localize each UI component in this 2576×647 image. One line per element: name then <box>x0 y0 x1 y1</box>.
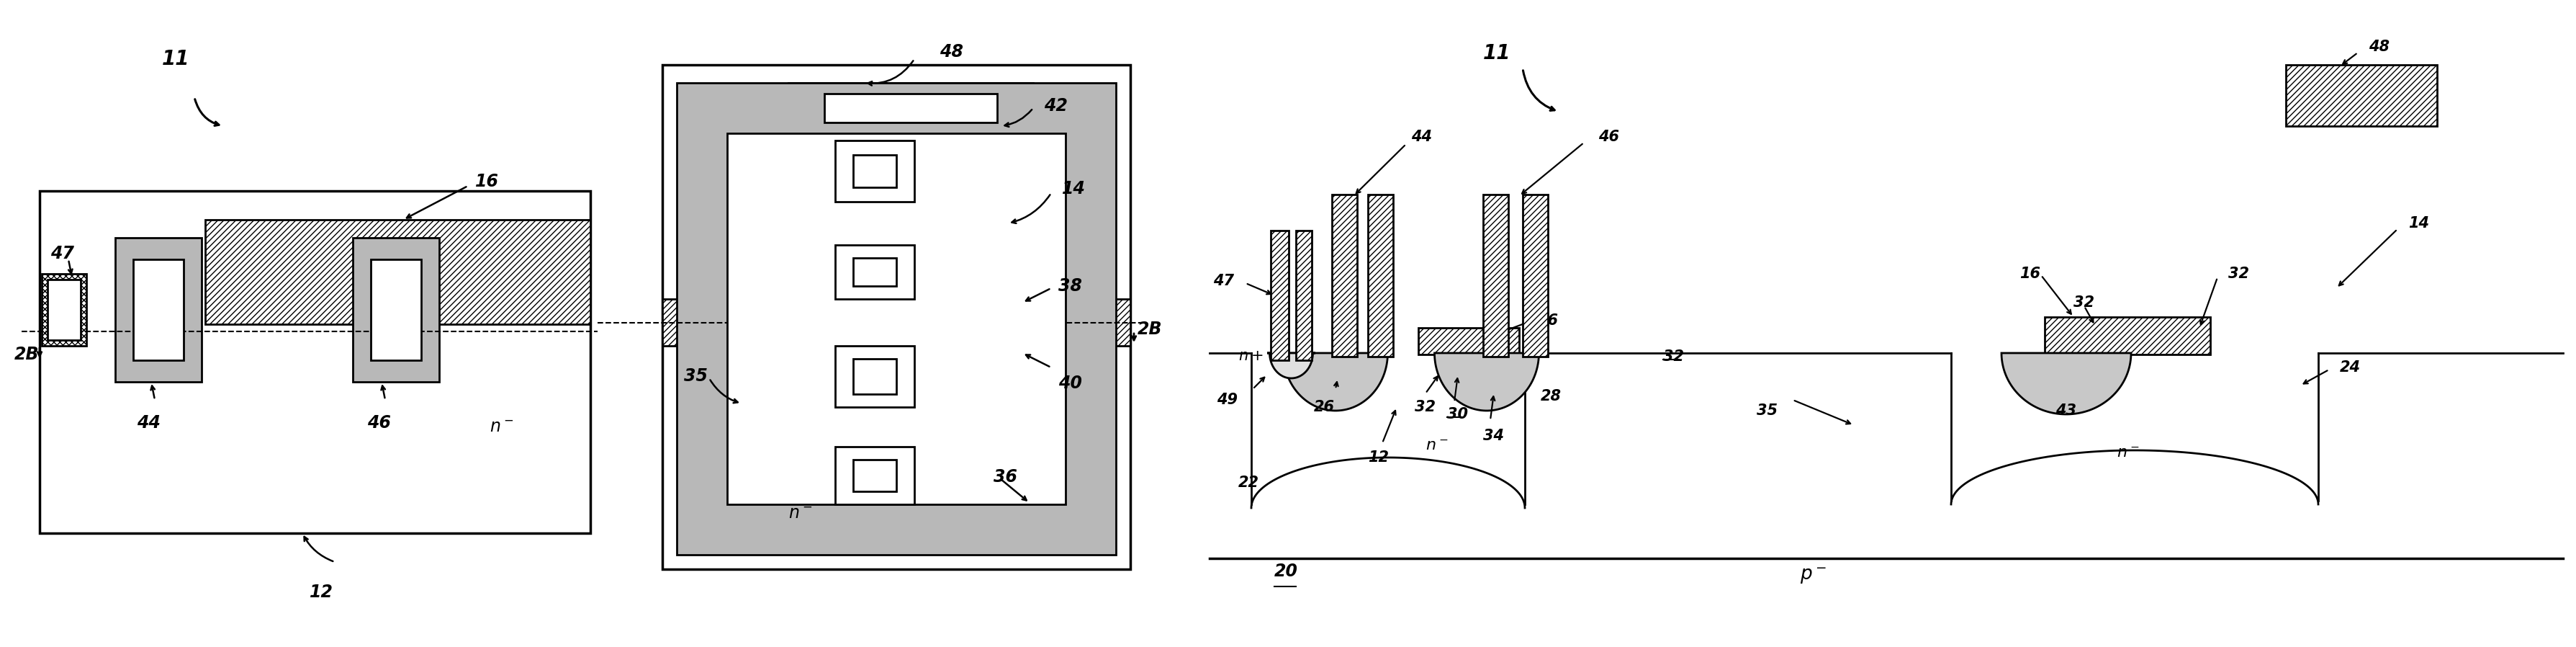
Text: 47: 47 <box>1213 274 1234 288</box>
Text: 24: 24 <box>2339 360 2360 375</box>
Bar <box>134 259 183 360</box>
Polygon shape <box>1267 353 1316 378</box>
Text: 47: 47 <box>52 245 75 262</box>
Bar <box>1522 195 1548 356</box>
Text: 49: 49 <box>1216 393 1236 407</box>
Text: $n+$: $n+$ <box>1239 349 1262 363</box>
Bar <box>46 280 80 340</box>
Text: 32: 32 <box>2074 296 2094 310</box>
Text: 44: 44 <box>137 414 160 432</box>
Text: 26: 26 <box>1314 400 1334 414</box>
Bar <box>116 237 201 382</box>
Bar <box>1368 195 1394 356</box>
Text: 20: 20 <box>1275 563 1298 580</box>
Text: 16: 16 <box>1538 313 1558 328</box>
Bar <box>677 83 1115 554</box>
Bar <box>1484 195 1510 356</box>
Text: 46: 46 <box>368 414 392 432</box>
Bar <box>824 94 997 122</box>
Text: 11: 11 <box>162 49 191 69</box>
Text: 22: 22 <box>1239 476 1260 490</box>
Text: 2B: 2B <box>15 346 39 363</box>
Bar <box>788 83 1033 133</box>
Bar <box>835 245 914 299</box>
Bar <box>835 346 914 407</box>
Text: 14: 14 <box>1061 180 1084 197</box>
Text: 32: 32 <box>1664 349 1685 364</box>
Text: 32: 32 <box>2228 267 2249 281</box>
Text: 30: 30 <box>1448 407 1468 421</box>
Text: 44: 44 <box>1412 129 1432 144</box>
Text: 16: 16 <box>2020 267 2040 281</box>
Text: 38: 38 <box>1059 278 1082 294</box>
Text: 34: 34 <box>1484 429 1504 443</box>
Bar <box>1332 195 1358 356</box>
Bar <box>2045 317 2210 355</box>
Bar <box>662 65 1131 569</box>
Text: $n^-$: $n^-$ <box>2117 446 2138 461</box>
Text: $n^-$: $n^-$ <box>788 505 811 522</box>
Text: 32: 32 <box>1414 400 1435 414</box>
Bar <box>853 258 896 286</box>
Text: 16: 16 <box>474 173 500 190</box>
Bar <box>853 155 896 188</box>
Bar <box>2285 65 2437 126</box>
Bar <box>835 140 914 202</box>
Text: 46: 46 <box>1597 129 1620 144</box>
Text: 14: 14 <box>2409 216 2429 230</box>
Bar <box>206 220 590 324</box>
Bar <box>1296 230 1311 360</box>
Text: 43: 43 <box>2056 404 2076 418</box>
Text: 42: 42 <box>1043 97 1066 115</box>
Text: $p^-$: $p^-$ <box>1801 566 1826 586</box>
Text: 35: 35 <box>1757 404 1777 418</box>
Text: 11: 11 <box>1484 43 1512 63</box>
Text: $n^-$: $n^-$ <box>1425 439 1448 453</box>
Bar <box>39 191 590 533</box>
Text: 40: 40 <box>1059 375 1082 392</box>
Bar <box>371 259 420 360</box>
Text: 35: 35 <box>685 367 708 385</box>
Bar <box>1270 230 1288 360</box>
Text: 36: 36 <box>994 468 1018 486</box>
Polygon shape <box>1435 353 1538 411</box>
Bar <box>726 133 1066 505</box>
Text: 28: 28 <box>1540 389 1561 404</box>
Bar <box>835 446 914 505</box>
Text: 48: 48 <box>940 43 963 61</box>
Text: $n^-$: $n^-$ <box>489 419 513 436</box>
Polygon shape <box>2002 353 2130 414</box>
Text: 12: 12 <box>1368 450 1388 465</box>
Bar <box>1419 328 1520 355</box>
Bar <box>853 359 896 394</box>
Bar <box>853 459 896 491</box>
Bar <box>41 274 88 346</box>
Text: 12: 12 <box>309 584 332 601</box>
Polygon shape <box>1283 353 1388 411</box>
Bar <box>662 299 1131 346</box>
Text: 48: 48 <box>2370 39 2391 54</box>
Text: 2B: 2B <box>1139 321 1162 338</box>
Bar <box>353 237 438 382</box>
